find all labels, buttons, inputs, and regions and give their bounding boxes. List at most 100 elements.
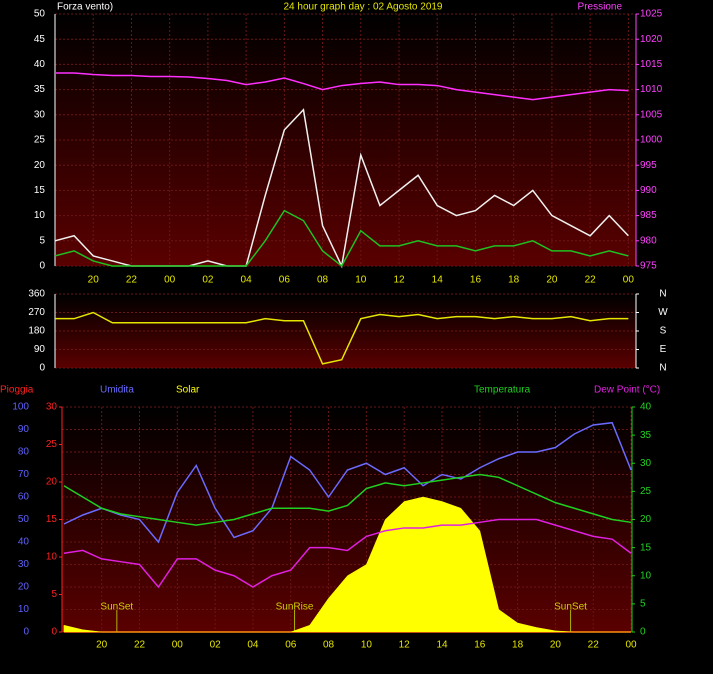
y-tick-label: 0 [39,363,45,374]
y2-tick-label: S [660,326,667,337]
x-tick-label: 22 [134,640,146,651]
y-tick-label: 15 [34,185,46,196]
y-tick-label: 70 [18,469,30,480]
y2-tick-label: 15 [640,542,652,553]
y2-axis-title: Pressione [578,2,623,13]
y2-tick-label: N [659,289,666,300]
chart-title: 24 hour graph day : 02 Agosto 2019 [283,2,442,13]
x-tick-label: 02 [202,275,214,286]
x-tick-label: 16 [470,275,482,286]
y2-tick-label: 1000 [640,135,663,146]
y-tick-label: 10 [34,210,46,221]
y2-tick-label: 0 [640,627,646,638]
y-tick-label: 60 [18,492,30,503]
y3-tick-label: 30 [46,402,58,413]
y2-tick-label: 25 [640,486,652,497]
y-tick-label: 0 [23,627,29,638]
y-tick-label: 30 [34,109,46,120]
y-tick-label: 50 [34,9,46,20]
y2-tick-label: 1025 [640,9,663,20]
annotation: SunSet [100,602,133,613]
y3-tick-label: 15 [46,514,58,525]
legend-entry: Dew Point (°C) [594,385,660,396]
y2-tick-label: 1010 [640,84,663,95]
y3-tick-label: 0 [51,627,57,638]
line [55,72,629,101]
y2-tick-label: 980 [640,235,657,246]
x-tick-label: 06 [285,640,297,651]
y-tick-label: 50 [18,514,30,525]
x-tick-label: 16 [474,640,486,651]
y2-tick-label: 1015 [640,59,663,70]
y2-tick-label: 1020 [640,34,663,45]
x-tick-label: 12 [393,275,405,286]
legend-entry: Umidita [100,385,134,396]
x-tick-label: 06 [279,275,291,286]
y3-tick-label: 20 [46,477,58,488]
x-tick-label: 08 [323,640,335,651]
x-tick-label: 04 [247,640,259,651]
annotation: SunRise [276,602,314,613]
x-tick-label: 02 [210,640,222,651]
x-tick-label: 18 [512,640,524,651]
x-tick-label: 08 [317,275,329,286]
y2-tick-label: 990 [640,185,657,196]
y2-tick-label: W [658,307,668,318]
x-tick-label: 10 [355,275,367,286]
y-tick-label: 20 [18,582,30,593]
y2-tick-label: 5 [640,599,646,610]
y2-tick-label: 20 [640,514,652,525]
y2-tick-label: 10 [640,570,652,581]
y3-tick-label: 5 [51,589,57,600]
line [63,473,632,526]
x-tick-label: 20 [550,640,562,651]
y-tick-label: 80 [18,447,30,458]
y-tick-label: 45 [34,34,46,45]
y2-tick-label: 40 [640,402,652,413]
y-tick-label: 5 [39,235,45,246]
y-tick-label: 0 [39,261,45,272]
x-tick-label: 20 [96,640,108,651]
y2-tick-label: 35 [640,430,652,441]
y2-tick-label: 995 [640,160,657,171]
x-tick-label: 20 [88,275,100,286]
x-tick-label: 00 [625,640,637,651]
x-tick-label: 00 [172,640,184,651]
y-tick-label: 30 [18,559,30,570]
x-tick-label: 12 [399,640,411,651]
y-axis-title: Forza vento) [57,2,113,13]
y2-tick-label: N [659,363,666,374]
y-tick-label: 270 [28,307,45,318]
legend-entry: Temperatura [474,385,531,396]
line [63,421,632,544]
y3-tick-label: 10 [46,552,58,563]
y-tick-label: 100 [12,402,29,413]
y2-tick-label: 30 [640,458,652,469]
x-tick-label: 10 [361,640,373,651]
x-tick-label: 18 [508,275,520,286]
annotation: SunSet [554,602,587,613]
y2-tick-label: 1005 [640,109,663,120]
y-tick-label: 360 [28,289,45,300]
y-tick-label: 90 [34,344,46,355]
y2-tick-label: 985 [640,210,657,221]
y-tick-label: 10 [18,604,30,615]
y-tick-label: 25 [34,135,46,146]
area [63,496,632,633]
legend-entry: Solar [176,385,200,396]
line [63,518,632,589]
y-tick-label: 35 [34,84,46,95]
y-tick-label: 40 [34,59,46,70]
line [55,311,629,365]
x-tick-label: 20 [546,275,558,286]
x-tick-label: 00 [164,275,176,286]
y-tick-label: 20 [34,160,46,171]
x-tick-label: 22 [126,275,138,286]
x-tick-label: 22 [588,640,600,651]
y-tick-label: 180 [28,326,45,337]
x-tick-label: 14 [432,275,444,286]
y2-tick-label: 975 [640,261,657,272]
x-tick-label: 22 [585,275,597,286]
